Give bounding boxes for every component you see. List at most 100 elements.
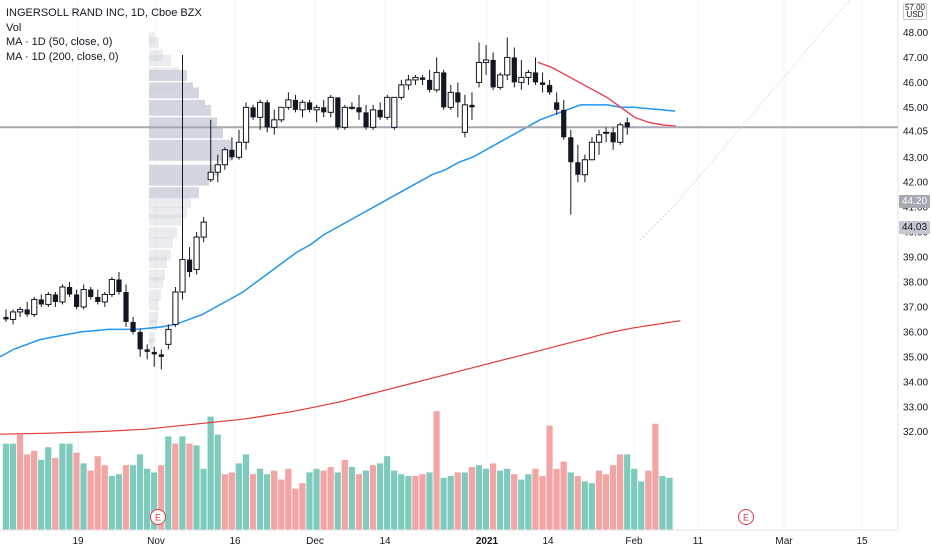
volume-bar (468, 467, 475, 530)
ma20-line (537, 61, 677, 127)
volume-bar (511, 474, 518, 530)
volume-bar (299, 483, 306, 530)
candle-body (24, 309, 30, 315)
candle-body (539, 82, 546, 85)
volume-bar (581, 481, 588, 530)
volume-bar (539, 476, 546, 530)
candle-body (525, 71, 532, 78)
volume-bar (186, 443, 193, 530)
candle-body (377, 109, 383, 118)
candle-body (581, 159, 589, 176)
price-tick-label: 32.00 (903, 427, 928, 438)
candle-body (214, 164, 221, 173)
profile-bar (149, 319, 157, 331)
candle-body (363, 112, 369, 128)
legend-ma50[interactable]: MA · 1D (50, close, 0) (6, 36, 113, 48)
candle-body (257, 101, 264, 118)
currency-button[interactable]: 57.00 USD (903, 3, 927, 20)
volume-bar (52, 458, 59, 530)
volume-bar (242, 454, 250, 530)
candle-body (441, 72, 447, 108)
volume-bar (652, 423, 659, 530)
candle-body (74, 294, 80, 307)
profile-bar (149, 174, 209, 186)
volume-bar (31, 450, 38, 530)
legend-volume[interactable]: Vol (6, 21, 22, 34)
candle-body (229, 149, 235, 158)
volume-bar (609, 465, 617, 530)
volume-bar (567, 472, 574, 530)
candle-body (482, 59, 490, 63)
candle-body (31, 298, 38, 315)
volume-bar (264, 474, 271, 530)
volume-bar (369, 465, 377, 530)
time-tick-label: 15 (856, 536, 868, 547)
profile-bar (149, 127, 223, 139)
volume-bar (362, 470, 370, 530)
candle-body (3, 316, 9, 320)
candle-body (158, 354, 164, 357)
earnings-marker[interactable]: E (738, 509, 754, 525)
candle-body (384, 96, 391, 118)
candle-body (475, 61, 483, 83)
candle-body (595, 134, 603, 143)
volume-bar (16, 434, 24, 530)
candle-body (278, 106, 285, 121)
volume-bar (271, 470, 278, 530)
candle-body (412, 76, 419, 81)
candle-body (398, 84, 405, 98)
time-tick-label: Nov (147, 536, 165, 547)
candle-body (59, 286, 66, 303)
volume-bar (207, 416, 214, 530)
volume-bar (80, 463, 87, 530)
volume-bar (454, 472, 461, 530)
volume-bar (482, 468, 490, 530)
profile-bar (149, 197, 191, 209)
price-tick-label: 37.00 (903, 302, 928, 313)
earnings-marker[interactable]: E (150, 509, 166, 525)
volume-bar (144, 468, 151, 530)
volume-bar (497, 470, 504, 530)
legend-ma200[interactable]: MA · 1D (200, close, 0) (6, 50, 119, 63)
time-axis[interactable]: 19 Nov 16 Dec 14 2021 14 Feb 11 Mar 15 (0, 529, 898, 547)
profile-bar (149, 187, 199, 199)
volume-bar (59, 443, 66, 530)
profile-bar (149, 37, 159, 49)
profile-bar (149, 139, 231, 151)
candle-body (356, 107, 362, 113)
profile-bar (149, 289, 161, 301)
candle-body (419, 77, 426, 80)
candle-body (123, 291, 129, 322)
volume-bar (355, 474, 362, 530)
ma50-line (0, 104, 676, 358)
symbol-title[interactable]: INGERSOLL RAND INC, 1D, Cboe BZX (6, 7, 202, 19)
profile-bar (149, 54, 171, 66)
time-tick-label: 16 (229, 536, 241, 547)
profile-bar (149, 164, 219, 176)
volume-bar (292, 488, 299, 530)
volume-bar (433, 411, 440, 530)
volume-bar (136, 454, 144, 530)
candle-body (561, 109, 567, 138)
candle-body (151, 351, 157, 355)
price-axis[interactable]: 32.00 33.00 34.00 35.00 36.00 37.00 38.00 39.00… (897, 0, 928, 530)
volume-bar (285, 468, 292, 530)
candle-body (348, 106, 356, 109)
volume-bar (419, 474, 426, 530)
candle-body (242, 106, 250, 143)
price-tick-label: 48.00 (903, 28, 928, 39)
price-tick-label: 45.00 (903, 103, 928, 114)
price-tick-label: 36.00 (903, 327, 928, 338)
volume-bar (94, 456, 101, 530)
candle-body (95, 296, 101, 302)
volume-bar (158, 465, 165, 530)
candle-body (200, 221, 207, 238)
volume-bar (518, 479, 525, 530)
volume-bar (461, 472, 468, 530)
volume-bar (193, 445, 200, 530)
candle-body (341, 106, 348, 128)
volume-bar (9, 443, 17, 530)
candle-body (370, 109, 377, 128)
volume-bar (278, 479, 285, 530)
